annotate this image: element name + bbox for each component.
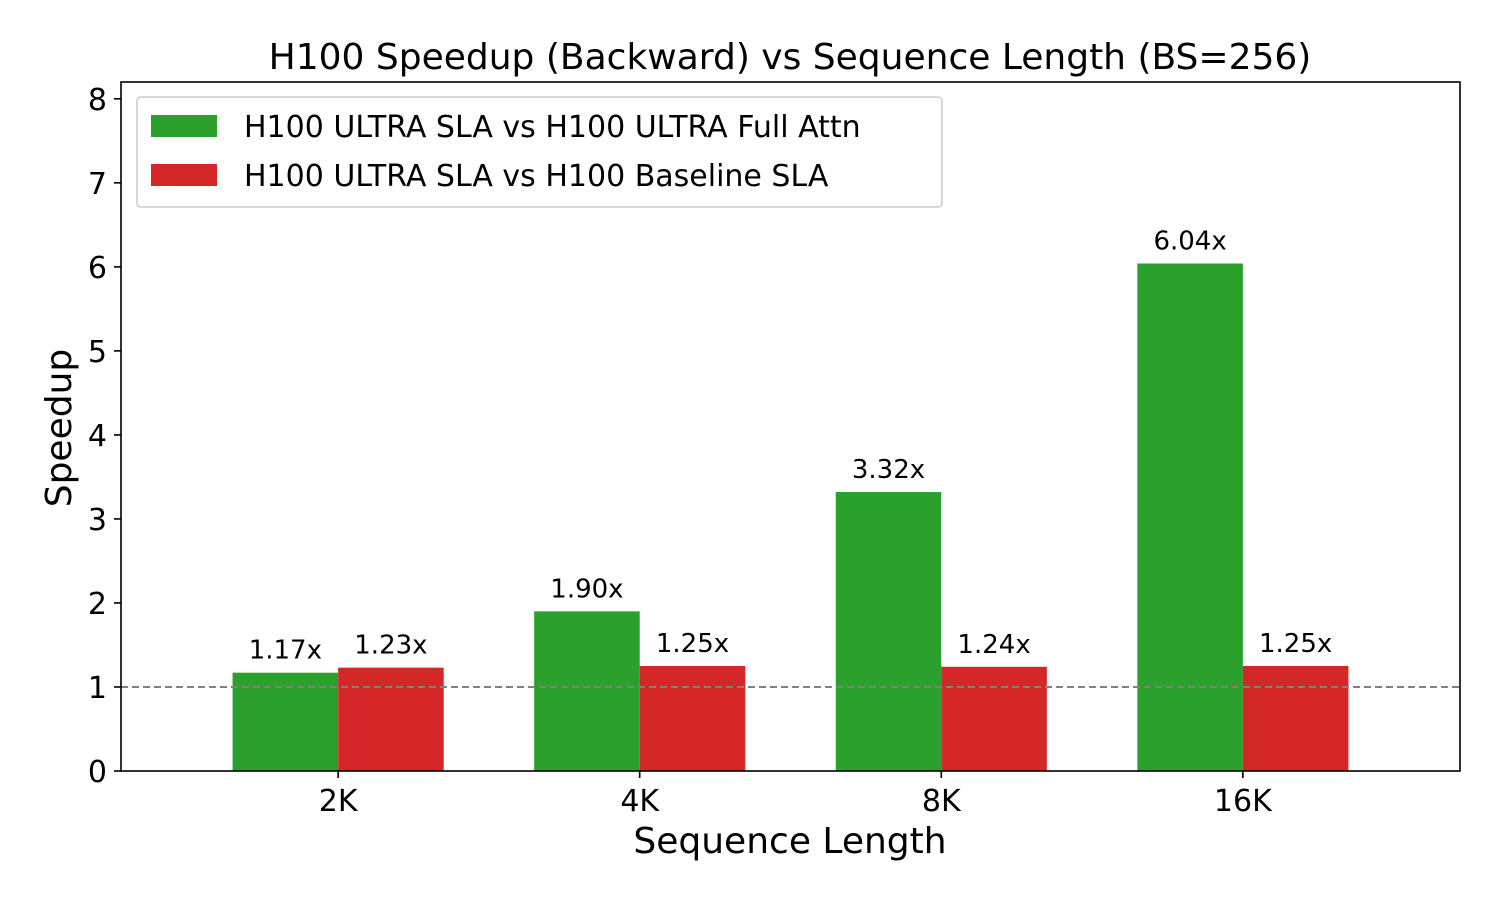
legend-swatch-series-1 (151, 115, 217, 137)
data-label: 1.25x (656, 629, 729, 659)
legend-label-series-2: H100 ULTRA SLA vs H100 Baseline SLA (244, 159, 829, 194)
bar-4k-series-1 (534, 611, 640, 771)
legend: H100 ULTRA SLA vs H100 ULTRA Full Attn H1… (136, 96, 943, 208)
data-label: 3.32x (852, 455, 925, 485)
x-tick-label: 16K (1214, 784, 1273, 819)
data-label: 1.23x (354, 631, 427, 661)
y-tick-label: 1 (88, 671, 107, 706)
data-label: 1.24x (957, 630, 1030, 660)
plot-frame (120, 81, 1461, 772)
y-tick-label: 5 (88, 335, 107, 370)
data-label: 1.17x (249, 636, 322, 666)
y-tick-label: 2 (88, 587, 107, 622)
bar-8k-series-1 (835, 492, 942, 771)
legend-frame (136, 96, 943, 208)
x-axis-label: Sequence Length (633, 821, 946, 862)
bar-2k-series-1 (232, 672, 339, 771)
data-label: 1.25x (1259, 629, 1332, 659)
data-label: 1.90x (550, 574, 623, 604)
bar-16k-series-2 (1242, 665, 1349, 771)
bar-2k-series-2 (338, 667, 444, 771)
chart-title: H100 Speedup (Backward) vs Sequence Leng… (269, 37, 1312, 78)
y-tick-label: 7 (88, 167, 107, 202)
bar-4k-series-2 (639, 665, 746, 771)
x-tick-label: 8K (922, 784, 962, 819)
y-axis-label: Speedup (39, 349, 80, 508)
y-tick-label: 6 (88, 251, 107, 286)
bar-16k-series-1 (1137, 263, 1243, 771)
y-tick-label: 3 (88, 503, 107, 538)
legend-label-series-1: H100 ULTRA SLA vs H100 ULTRA Full Attn (244, 110, 861, 145)
plot-area: 1.17x 1.90x 3.32x 6.04x 1.23x 1.25x 1.24x 1.25x… (88, 81, 1461, 819)
y-tick-label: 4 (88, 419, 107, 454)
legend-swatch-series-2 (151, 164, 217, 186)
x-tick-label: 4K (620, 784, 660, 819)
data-label: 6.04x (1153, 226, 1226, 256)
y-tick-label: 8 (88, 83, 107, 118)
bar-8k-series-2 (941, 666, 1047, 771)
y-tick-label: 0 (88, 755, 107, 790)
x-tick-label: 2K (319, 784, 359, 819)
